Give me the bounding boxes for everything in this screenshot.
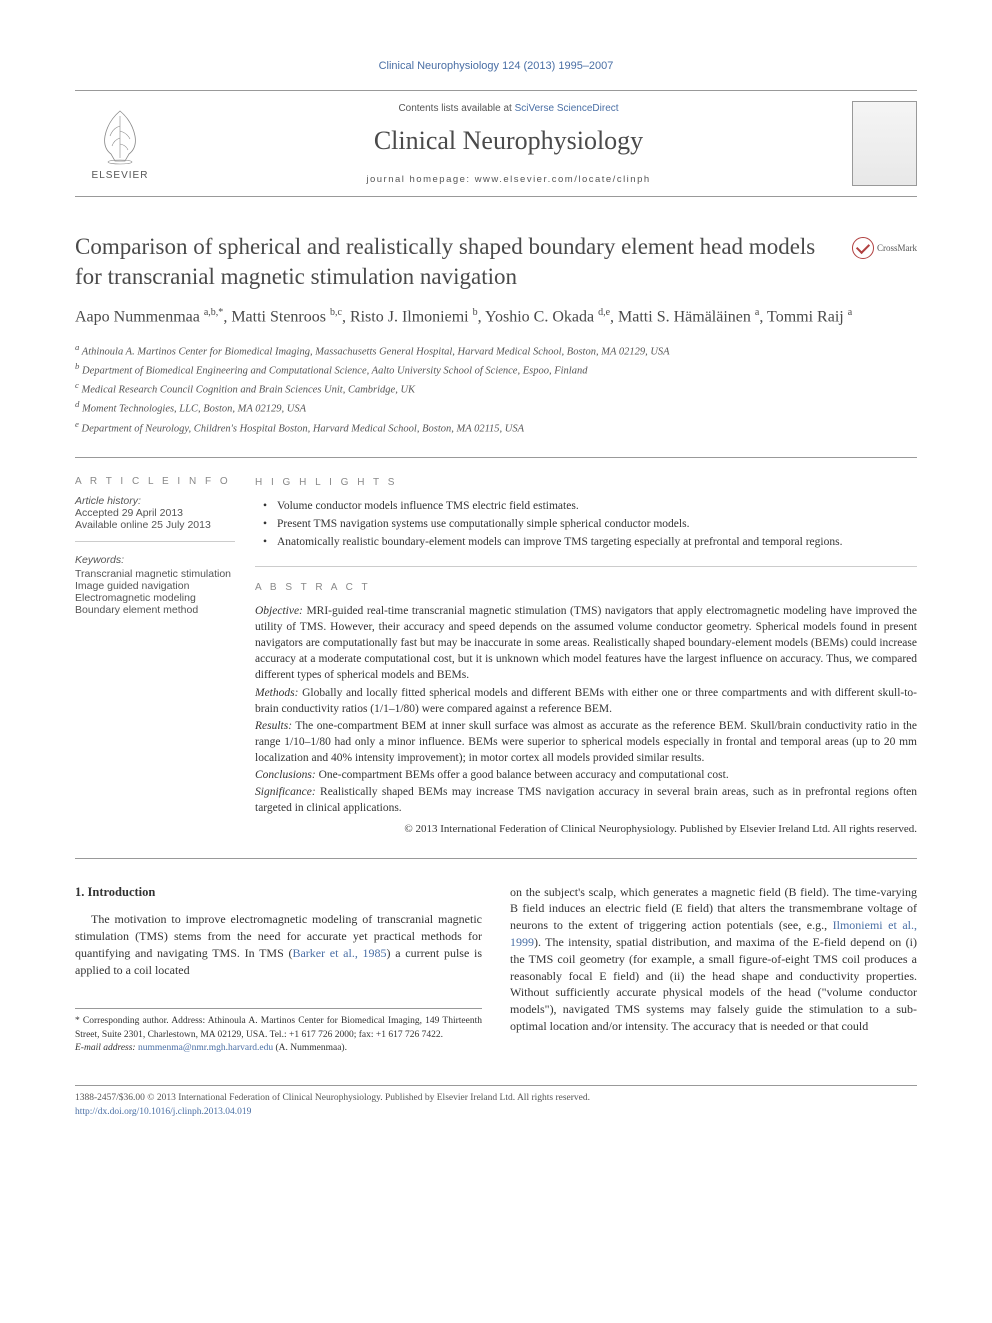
intro-paragraph-left: The motivation to improve electromagneti… — [75, 911, 482, 978]
running-head: Clinical Neurophysiology 124 (2013) 1995… — [75, 60, 917, 72]
citation-barker[interactable]: Barker et al., 1985 — [292, 946, 386, 960]
affiliation-line: c Medical Research Council Cognition and… — [75, 379, 917, 398]
abstract-results: Results: The one-compartment BEM at inne… — [255, 718, 917, 766]
author-list: Aapo Nummenmaa a,b,*, Matti Stenroos b,c… — [75, 306, 917, 329]
intro-paragraph-right: on the subject's scalp, which generates … — [510, 884, 917, 1035]
contents-line: Contents lists available at SciVerse Sci… — [165, 103, 852, 114]
contents-prefix: Contents lists available at — [398, 103, 514, 114]
abstract-column: H I G H L I G H T S Volume conductor mod… — [255, 476, 917, 838]
left-column: 1. Introduction The motivation to improv… — [75, 884, 482, 1056]
affiliation-line: b Department of Biomedical Engineering a… — [75, 360, 917, 379]
body-text: 1. Introduction The motivation to improv… — [75, 884, 917, 1056]
keywords-label: Keywords: — [75, 554, 235, 566]
elsevier-tree-icon — [93, 106, 148, 166]
affiliation-line: d Moment Technologies, LLC, Boston, MA 0… — [75, 398, 917, 417]
abstract-label: A B S T R A C T — [255, 581, 917, 595]
keyword: Electromagnetic modeling — [75, 592, 235, 604]
keyword: Image guided navigation — [75, 580, 235, 592]
abstract-conclusions: Conclusions: One-compartment BEMs offer … — [255, 767, 917, 783]
footer-copyright: 1388-2457/$36.00 © 2013 International Fe… — [75, 1092, 917, 1105]
keyword: Transcranial magnetic stimulation — [75, 568, 235, 580]
journal-cover-thumbnail — [852, 101, 917, 186]
crossmark-label: CrossMark — [877, 243, 917, 253]
article-title: Comparison of spherical and realisticall… — [75, 232, 917, 292]
highlight-item: Anatomically realistic boundary-element … — [267, 534, 917, 550]
affiliations-block: a Athinoula A. Martinos Center for Biome… — [75, 341, 917, 437]
highlight-item: Present TMS navigation systems use compu… — [267, 516, 917, 532]
highlights-list: Volume conductor models influence TMS el… — [255, 498, 917, 550]
abstract-objective: Objective: MRI-guided real-time transcra… — [255, 603, 917, 683]
abstract-methods: Methods: Globally and locally fitted sph… — [255, 685, 917, 717]
journal-title: Clinical Neurophysiology — [165, 126, 852, 156]
intro-heading: 1. Introduction — [75, 884, 482, 902]
doi-link[interactable]: http://dx.doi.org/10.1016/j.clinph.2013.… — [75, 1106, 917, 1119]
affiliation-line: a Athinoula A. Martinos Center for Biome… — [75, 341, 917, 360]
article-info-label: A R T I C L E I N F O — [75, 476, 235, 487]
publisher-name: ELSEVIER — [92, 170, 149, 181]
abstract-copyright: © 2013 International Federation of Clini… — [255, 822, 917, 837]
page-footer: 1388-2457/$36.00 © 2013 International Fe… — [75, 1085, 917, 1119]
right-column: on the subject's scalp, which generates … — [510, 884, 917, 1056]
publisher-logo-block: ELSEVIER — [75, 106, 165, 181]
masthead: ELSEVIER Contents lists available at Sci… — [75, 90, 917, 197]
corr-address: * Corresponding author. Address: Athinou… — [75, 1015, 482, 1042]
sciencedirect-link[interactable]: SciVerse ScienceDirect — [515, 103, 619, 114]
crossmark-icon — [852, 237, 874, 259]
keyword: Boundary element method — [75, 604, 235, 616]
crossmark-badge[interactable]: CrossMark — [852, 237, 917, 259]
article-info-column: A R T I C L E I N F O Article history: A… — [75, 476, 255, 838]
highlights-label: H I G H L I G H T S — [255, 476, 917, 490]
corr-email-line: E-mail address: nummenma@nmr.mgh.harvard… — [75, 1042, 482, 1055]
highlight-item: Volume conductor models influence TMS el… — [267, 498, 917, 514]
history-label: Article history: — [75, 495, 235, 507]
online-date: Available online 25 July 2013 — [75, 519, 235, 531]
journal-homepage[interactable]: journal homepage: www.elsevier.com/locat… — [165, 174, 852, 185]
affiliation-line: e Department of Neurology, Children's Ho… — [75, 418, 917, 437]
corresponding-author-note: * Corresponding author. Address: Athinou… — [75, 1008, 482, 1055]
corr-email[interactable]: nummenma@nmr.mgh.harvard.edu — [138, 1043, 273, 1053]
accepted-date: Accepted 29 April 2013 — [75, 507, 235, 519]
abstract-significance: Significance: Realistically shaped BEMs … — [255, 784, 917, 816]
